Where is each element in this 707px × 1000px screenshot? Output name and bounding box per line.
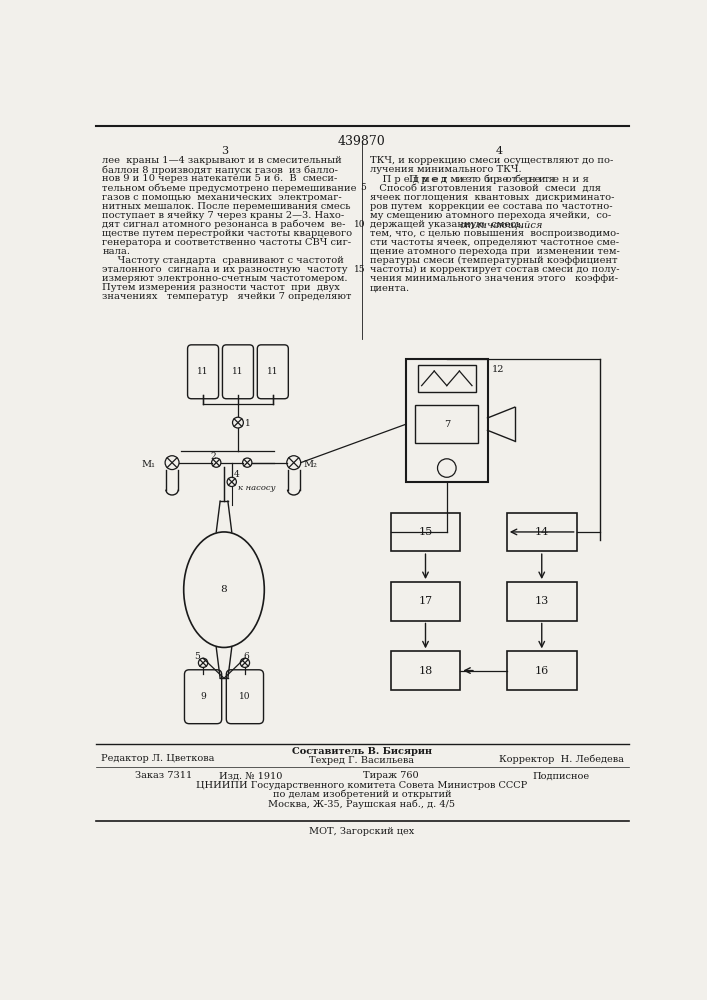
- Text: ществе путем перестройки частоты кварцевого: ществе путем перестройки частоты кварцев…: [103, 229, 353, 238]
- Text: 5: 5: [360, 183, 366, 192]
- Text: 14: 14: [534, 527, 549, 537]
- Text: Способ изготовления  газовой  смеси  для: Способ изготовления газовой смеси для: [370, 183, 601, 192]
- Text: эталонного  сигнала и их разностную  частоту: эталонного сигнала и их разностную часто…: [103, 265, 348, 274]
- Text: лее  краны 1—4 закрывают и в смесительный: лее краны 1—4 закрывают и в смесительный: [103, 156, 342, 165]
- Text: Заказ 7311: Заказ 7311: [135, 771, 192, 780]
- Text: тем, что, с целью повышения  воспроизводимо-: тем, что, с целью повышения воспроизводи…: [370, 229, 619, 238]
- Text: частоты) и корректирует состав смеси до полу-: частоты) и корректирует состав смеси до …: [370, 265, 619, 274]
- Text: по делам изобретений и открытий: по делам изобретений и открытий: [273, 790, 451, 799]
- Text: П р е д м е т   и з о б р е т е н и я: П р е д м е т и з о б р е т е н и я: [370, 174, 554, 184]
- Text: измеряют электронно-счетным частотомером.: измеряют электронно-счетным частотомером…: [103, 274, 348, 283]
- Text: 439870: 439870: [338, 135, 386, 148]
- Text: Тираж 760: Тираж 760: [363, 771, 419, 780]
- Text: 10: 10: [354, 220, 366, 229]
- Text: Редактор Л. Цветкова: Редактор Л. Цветкова: [101, 754, 215, 763]
- Text: 18: 18: [419, 666, 433, 676]
- Text: ячеек поглощения  квантовых  дискриминато-: ячеек поглощения квантовых дискриминато-: [370, 193, 614, 202]
- Text: чения минимального значения этого   коэффи-: чения минимального значения этого коэффи…: [370, 274, 618, 283]
- Text: Путем измерения разности частот  при  двух: Путем измерения разности частот при двух: [103, 283, 340, 292]
- Bar: [507, 651, 577, 690]
- Bar: [391, 513, 460, 551]
- Text: Частоту стандарта  сравнивают с частотой: Частоту стандарта сравнивают с частотой: [103, 256, 344, 265]
- Text: 15: 15: [419, 527, 433, 537]
- Text: циента.: циента.: [370, 283, 410, 292]
- Circle shape: [240, 658, 250, 667]
- Text: сти частоты ячеек, определяют частотное сме-: сти частоты ячеек, определяют частотное …: [370, 238, 619, 247]
- Text: Москва, Ж-35, Раушская наб., д. 4/5: Москва, Ж-35, Раушская наб., д. 4/5: [269, 799, 455, 809]
- Text: 4: 4: [496, 146, 503, 156]
- Text: 16: 16: [534, 666, 549, 676]
- Text: ЦНИИПИ Государственного комитета Совета Министров СССР: ЦНИИПИ Государственного комитета Совета …: [197, 781, 527, 790]
- Text: 9: 9: [200, 692, 206, 701]
- Text: Подписное: Подписное: [532, 771, 590, 780]
- Text: 7: 7: [444, 420, 450, 429]
- Text: ров путем  коррекции ее состава по частотно-: ров путем коррекции ее состава по частот…: [370, 202, 612, 211]
- Text: Изд. № 1910: Изд. № 1910: [219, 771, 283, 780]
- Text: 4: 4: [234, 470, 240, 479]
- Circle shape: [211, 458, 221, 467]
- Bar: [370, 174, 633, 183]
- Text: 11: 11: [232, 367, 244, 376]
- Text: 15: 15: [354, 265, 366, 274]
- Text: лучения минимального ТКЧ.: лучения минимального ТКЧ.: [370, 165, 521, 174]
- Circle shape: [199, 658, 208, 667]
- Text: нала.: нала.: [103, 247, 130, 256]
- Bar: [391, 582, 460, 620]
- Text: щение атомного перехода при  изменении тем-: щение атомного перехода при изменении те…: [370, 247, 619, 256]
- Text: M₂: M₂: [303, 460, 317, 469]
- Text: отличающийся: отличающийся: [460, 220, 543, 229]
- Text: 1: 1: [245, 419, 251, 428]
- Text: 3: 3: [221, 146, 228, 156]
- Bar: [507, 513, 577, 551]
- Text: к насосу: к насосу: [238, 484, 276, 492]
- Text: баллон 8 производят напуск газов  из балло-: баллон 8 производят напуск газов из балл…: [103, 165, 339, 175]
- Text: 8: 8: [221, 585, 228, 594]
- Text: держащей указанную  смесь,: держащей указанную смесь,: [370, 220, 530, 229]
- Text: 5: 5: [194, 652, 200, 661]
- Bar: [406, 359, 488, 482]
- Text: МОТ, Загорский цех: МОТ, Загорский цех: [310, 827, 414, 836]
- Circle shape: [165, 456, 179, 470]
- Text: нитных мешалок. После перемешивания смесь: нитных мешалок. После перемешивания смес…: [103, 202, 351, 211]
- Text: пературы смеси (температурный коэффициент: пературы смеси (температурный коэффициен…: [370, 256, 617, 265]
- Text: нов 9 и 10 через натекатели 5 и 6.  В  смеси-: нов 9 и 10 через натекатели 5 и 6. В сме…: [103, 174, 338, 183]
- Bar: [418, 365, 476, 392]
- Circle shape: [287, 456, 300, 470]
- Bar: [416, 405, 478, 443]
- Text: 10: 10: [239, 692, 251, 701]
- Bar: [391, 651, 460, 690]
- Text: дят сигнал атомного резонанса в рабочем  ве-: дят сигнал атомного резонанса в рабочем …: [103, 220, 346, 229]
- Text: тельном объеме предусмотрено перемешивание: тельном объеме предусмотрено перемешиван…: [103, 183, 357, 193]
- Text: Техред Г. Васильева: Техред Г. Васильева: [310, 756, 414, 765]
- Text: 12: 12: [491, 365, 504, 374]
- Circle shape: [233, 417, 243, 428]
- Text: 2: 2: [211, 452, 216, 461]
- Circle shape: [243, 458, 252, 467]
- Text: Составитель В. Бисярин: Составитель В. Бисярин: [292, 747, 432, 756]
- Text: 17: 17: [419, 596, 433, 606]
- Text: M₁: M₁: [141, 460, 155, 469]
- Text: генератора и соответственно частоты СВЧ сиг-: генератора и соответственно частоты СВЧ …: [103, 238, 351, 247]
- Text: 11: 11: [197, 367, 209, 376]
- Circle shape: [227, 477, 236, 487]
- Text: Корректор  Н. Лебедева: Корректор Н. Лебедева: [498, 754, 624, 764]
- Text: му смещению атомного перехода ячейки,  со-: му смещению атомного перехода ячейки, со…: [370, 211, 611, 220]
- Text: П р е д м е т   и з о б р е т е н и я: П р е д м е т и з о б р е т е н и я: [409, 174, 589, 184]
- Text: 11: 11: [267, 367, 279, 376]
- Text: ТКЧ, и коррекцию смеси осуществляют до по-: ТКЧ, и коррекцию смеси осуществляют до п…: [370, 156, 613, 165]
- Bar: [507, 582, 577, 620]
- Text: 13: 13: [534, 596, 549, 606]
- Text: газов с помощью  механических  электромаг-: газов с помощью механических электромаг-: [103, 193, 342, 202]
- Text: 6: 6: [244, 652, 250, 661]
- Text: поступает в ячейку 7 через краны 2—3. Нахо-: поступает в ячейку 7 через краны 2—3. На…: [103, 211, 344, 220]
- Text: значениях   температур   ячейки 7 определяют: значениях температур ячейки 7 определяют: [103, 292, 352, 301]
